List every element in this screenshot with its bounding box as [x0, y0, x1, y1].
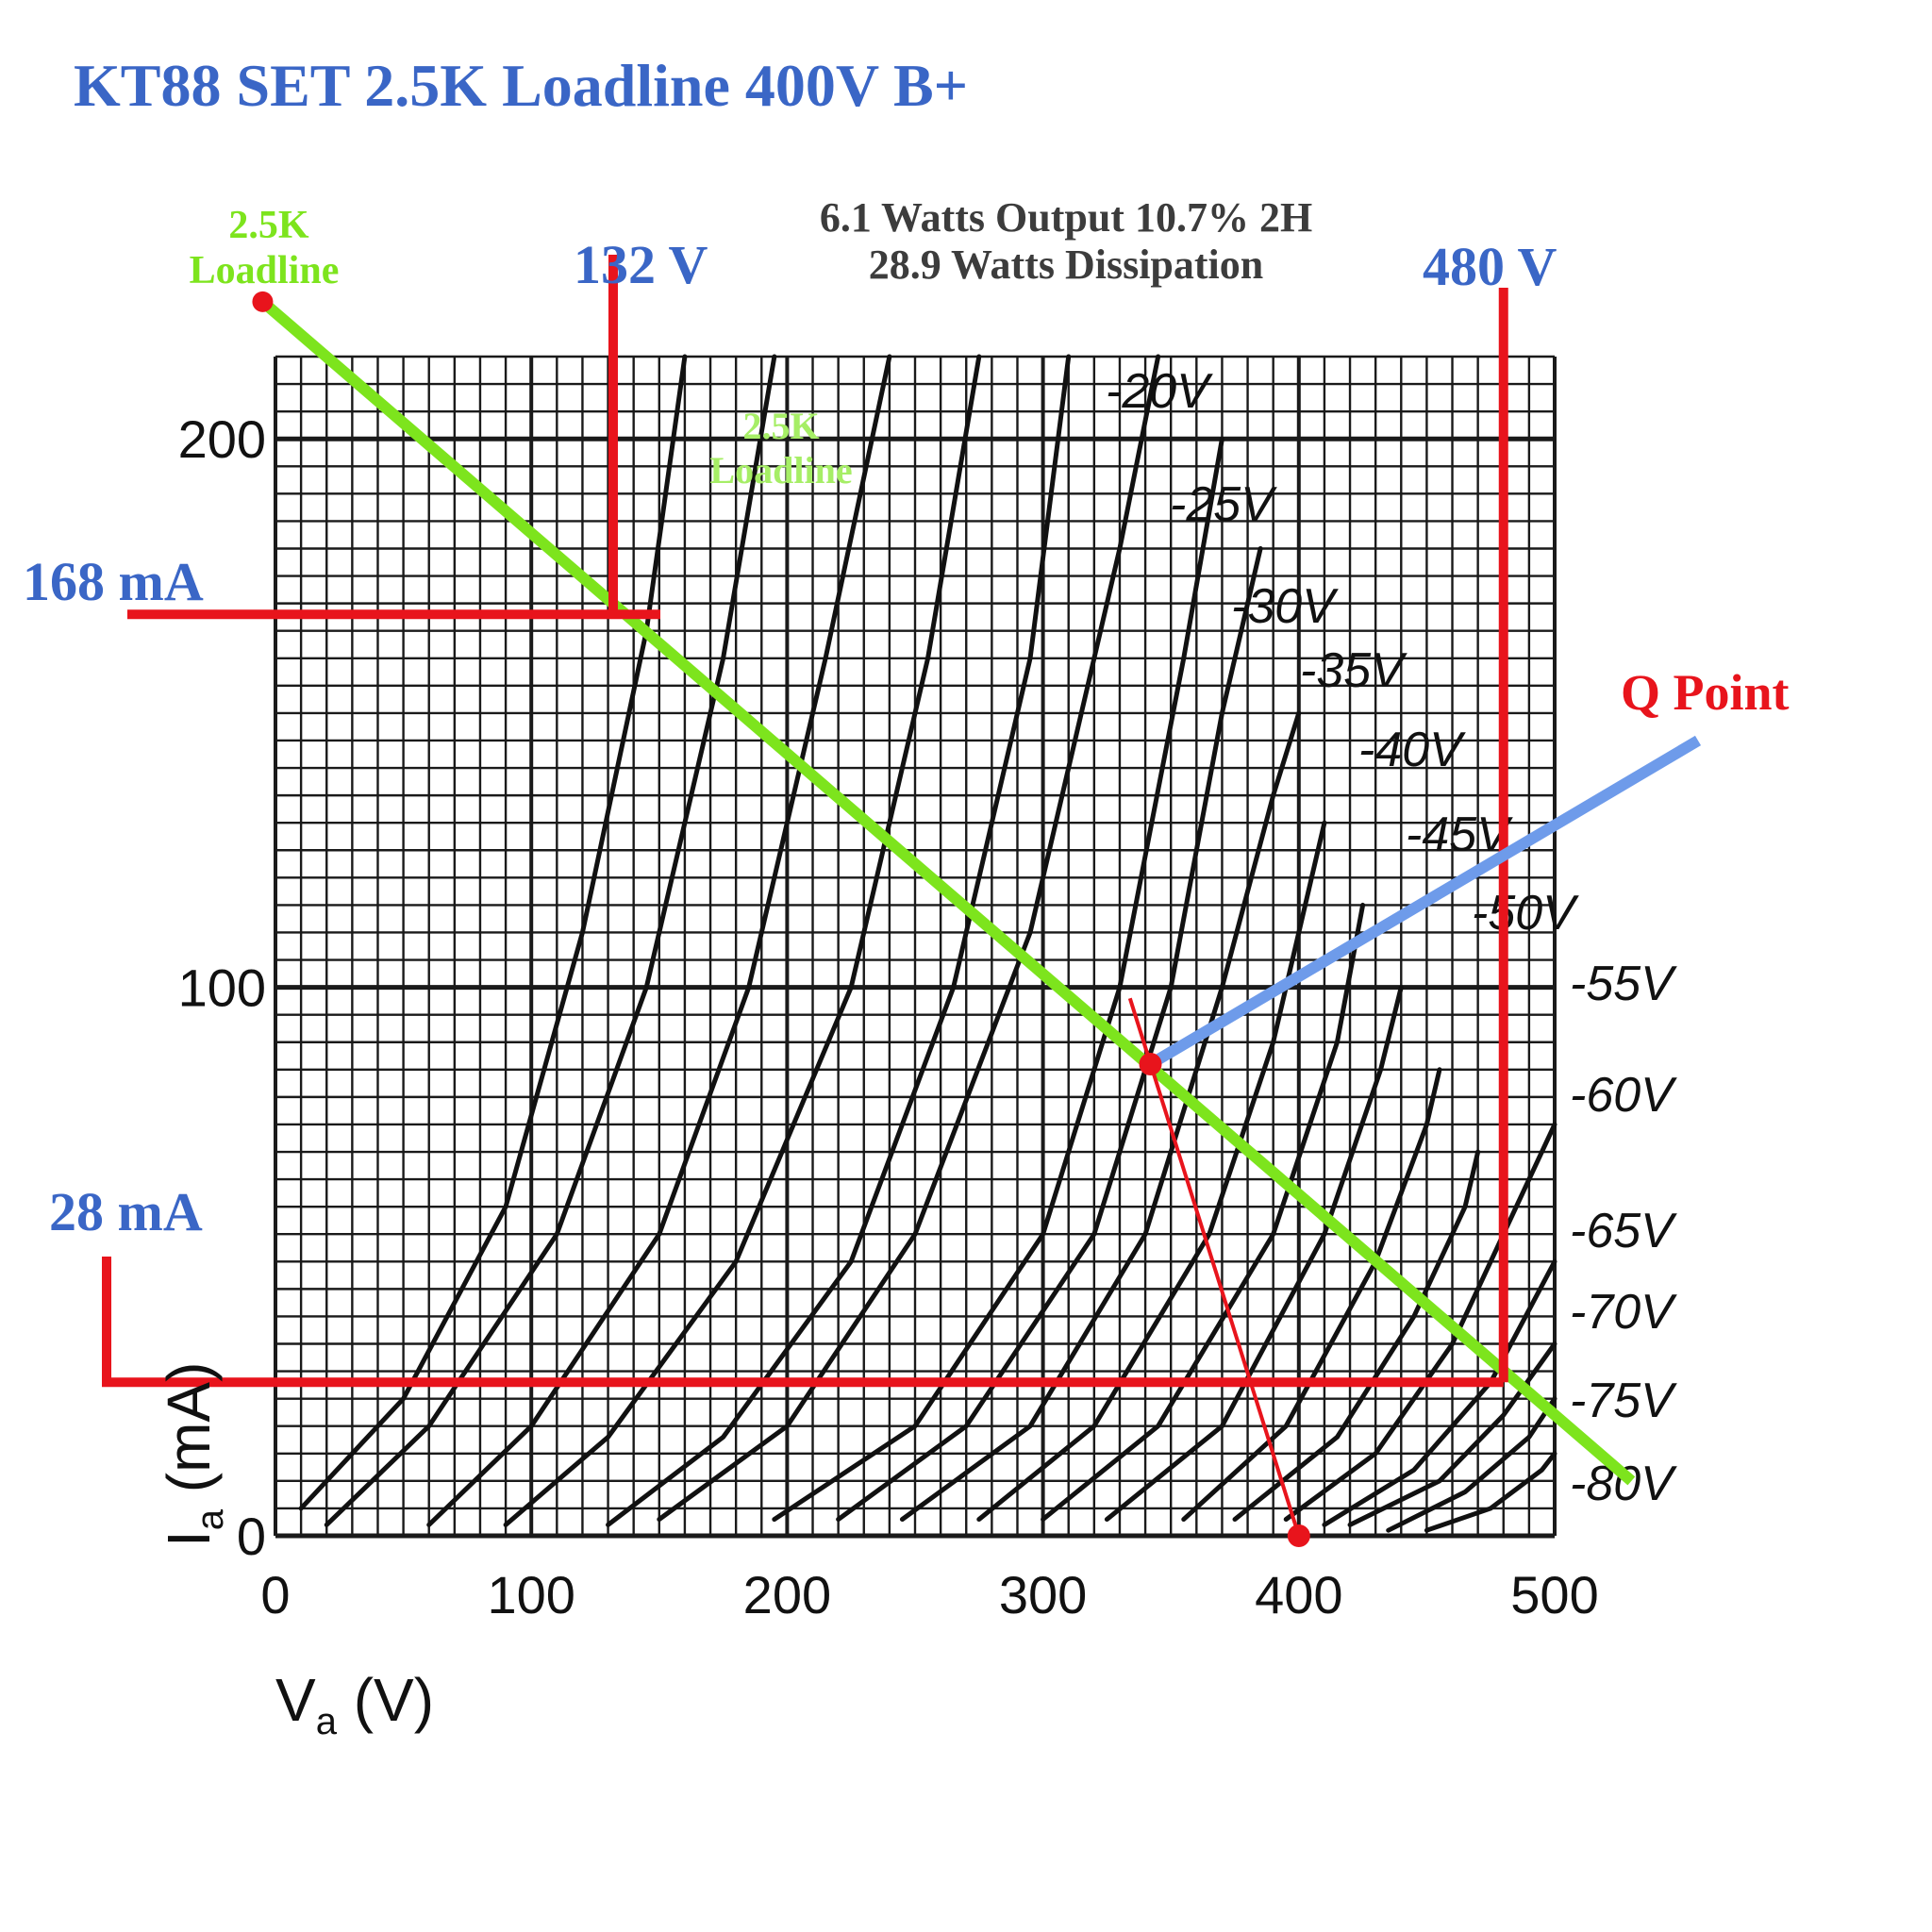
curve-label: -75V — [1570, 1374, 1677, 1428]
plate-curve — [836, 545, 1263, 1523]
loadline-label-line-2: Loadline — [190, 249, 340, 292]
loadline-inner-label-line-1: 2.5K — [742, 405, 819, 447]
plate-curve — [1347, 1341, 1557, 1527]
q-point-marker — [1139, 1053, 1162, 1075]
curve-label: -80V — [1570, 1457, 1677, 1511]
plate-curve — [1424, 1451, 1557, 1533]
dynamic-line — [1127, 997, 1301, 1537]
curve-label: -40V — [1358, 723, 1466, 777]
loadline — [258, 297, 1636, 1486]
loadline-inner-label-line-2: Loadline — [709, 449, 852, 491]
y-tick-label: 200 — [178, 409, 266, 469]
x-axis-label: Va (V) — [275, 1666, 434, 1742]
plate-curve — [1104, 985, 1404, 1523]
curve-label: -65V — [1570, 1204, 1677, 1258]
q-point-label: Q Point — [1621, 664, 1790, 721]
curve-label: -30V — [1231, 579, 1339, 634]
x-tick-label: 300 — [999, 1565, 1087, 1624]
y-axis-label: Ia (mA) — [155, 1362, 231, 1547]
q-point-pointer — [1147, 735, 1702, 1070]
plate-curve — [298, 354, 688, 1511]
plate-curves: -20V -25V -30V -35V -40V -45V -50V -55V -60V -65V… — [298, 354, 1677, 1533]
chart-subtitle-line-2: 28.9 Watts Dissipation — [869, 242, 1264, 288]
bias-point-marker — [1287, 1524, 1310, 1547]
plate-curve — [657, 354, 1161, 1523]
imin-label: 28 mA — [49, 1181, 203, 1242]
svg-text:Ia (mA): Ia (mA) — [155, 1362, 231, 1547]
imax-label: 168 mA — [23, 551, 204, 612]
curve-label: -50V — [1472, 886, 1579, 941]
plate-curve — [1386, 1396, 1557, 1533]
svg-text:Va (V): Va (V) — [275, 1666, 434, 1742]
y-tick-label: 0 — [237, 1507, 266, 1566]
plate-curve — [772, 436, 1224, 1523]
plate-curve — [899, 710, 1302, 1523]
plate-curve — [1232, 1149, 1481, 1523]
curve-label: -25V — [1170, 477, 1277, 532]
x-tick-label: 500 — [1510, 1565, 1598, 1624]
plate-curve — [1283, 1122, 1557, 1523]
annotation-overlay — [102, 255, 1702, 1547]
axis-ticks: 0 100 200 300 400 500 0 100 200 — [178, 409, 1599, 1624]
plate-curve — [426, 354, 892, 1527]
vmax-label: 480 V — [1423, 236, 1557, 297]
y-tick-label: 100 — [178, 958, 266, 1018]
curve-label: -55V — [1570, 957, 1677, 1011]
curve-label: -35V — [1300, 643, 1407, 698]
curve-label: -45V — [1406, 808, 1513, 862]
x-tick-label: 200 — [743, 1565, 831, 1624]
plate-curve — [1322, 1258, 1557, 1527]
loadline-label-line-1: 2.5K — [228, 204, 309, 247]
curve-label: -70V — [1570, 1285, 1677, 1340]
curve-label: -60V — [1570, 1068, 1677, 1123]
chart-title: KT88 SET 2.5K Loadline 400V B+ — [74, 52, 968, 119]
vmin-label: 132 V — [574, 234, 708, 295]
loadline-start-marker — [252, 291, 274, 312]
plate-curve — [324, 354, 777, 1527]
x-tick-label: 100 — [487, 1565, 575, 1624]
plate-curve — [1041, 902, 1366, 1523]
x-tick-label: 400 — [1255, 1565, 1342, 1624]
plot-grid — [274, 355, 1557, 1539]
curve-label: -20V — [1106, 364, 1213, 419]
plate-curve — [606, 354, 1072, 1527]
x-tick-label: 0 — [260, 1565, 290, 1624]
chart-subtitle-line-1: 6.1 Watts Output 10.7% 2H — [820, 194, 1312, 241]
plate-curve — [503, 354, 982, 1527]
